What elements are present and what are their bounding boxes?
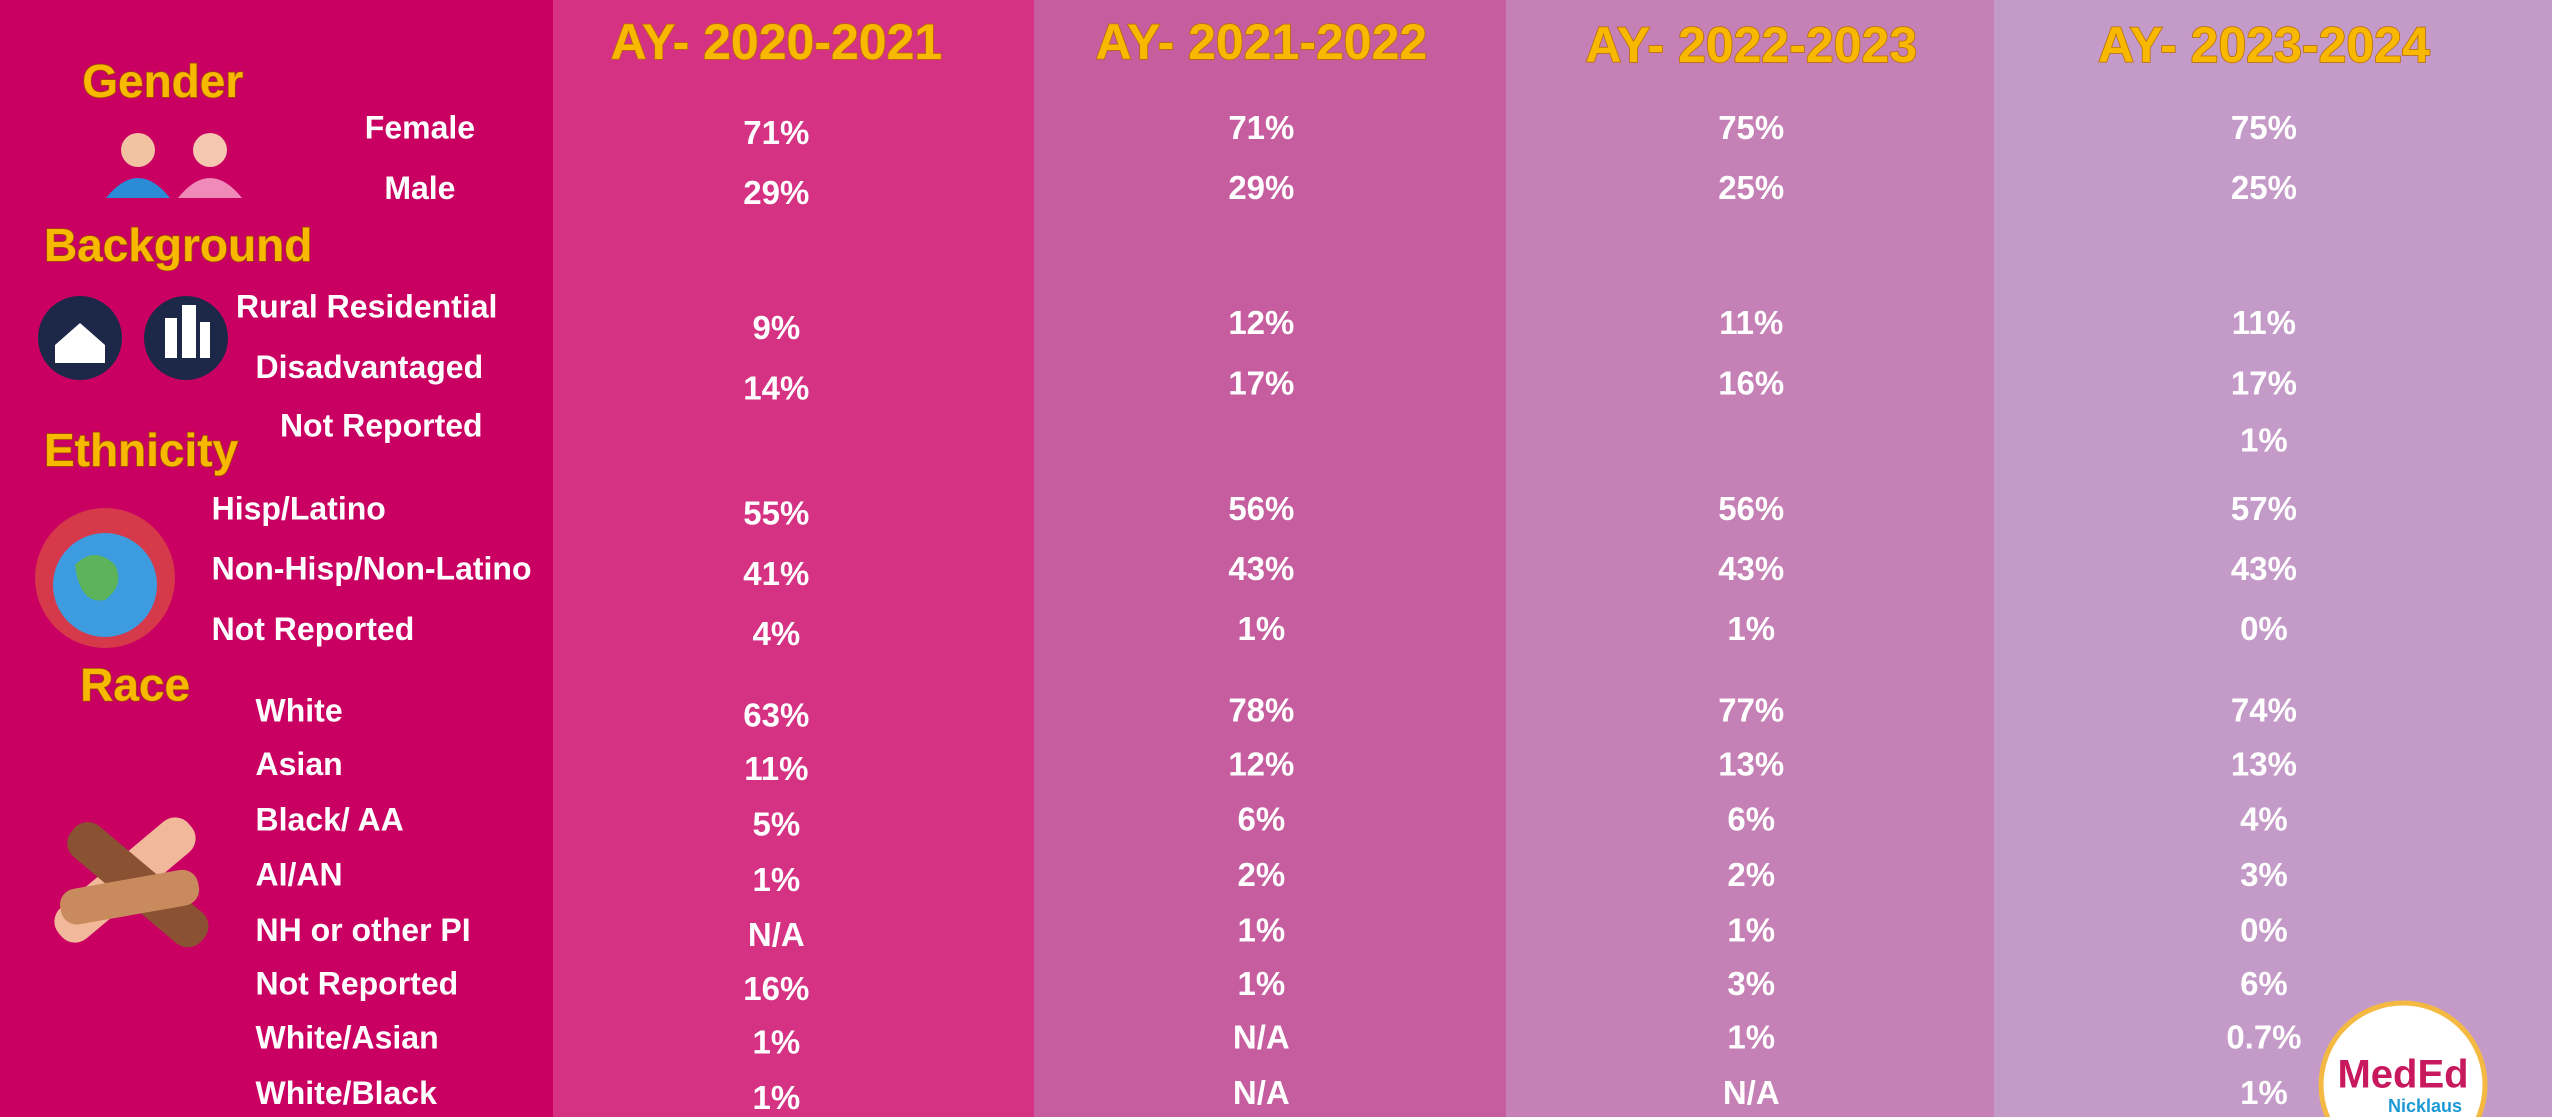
section-title: Ethnicity [44, 424, 239, 476]
ethnicity-icon [35, 508, 175, 648]
cell-value: 77% [1718, 692, 1784, 729]
cell-value: 4% [752, 615, 800, 652]
row-label: Hisp/Latino [212, 491, 386, 527]
cell-value: 16% [743, 970, 809, 1007]
cell-value: 75% [2231, 109, 2297, 146]
row-label: White/Asian [256, 1019, 439, 1055]
row-label: Not Reported [280, 407, 483, 443]
section-title: Background [44, 219, 312, 271]
row-label: Female [365, 110, 475, 146]
cell-value: 2% [1727, 856, 1775, 893]
cell-value: 63% [743, 696, 809, 733]
cell-value: 71% [743, 114, 809, 151]
cell-value: 55% [743, 495, 809, 532]
row-label: Not Reported [256, 966, 459, 1002]
cell-value: 1% [752, 1024, 800, 1061]
cell-value: 16% [1718, 364, 1784, 401]
column-header: AY- 2022-2023 [1585, 17, 1917, 73]
cell-value: 11% [2232, 304, 2296, 341]
cell-value: 14% [743, 369, 809, 406]
cell-value: 74% [2231, 692, 2297, 729]
cell-value: N/A [1723, 1074, 1780, 1111]
cell-value: 1% [1727, 1019, 1775, 1056]
cell-value: 29% [1228, 169, 1294, 206]
cell-value: 11% [744, 750, 808, 787]
cell-value: 3% [1727, 965, 1775, 1002]
cell-value: 43% [1718, 550, 1784, 587]
cell-value: 9% [752, 309, 800, 346]
row-label: Black/ AA [256, 801, 404, 837]
cell-value: 56% [1228, 490, 1294, 527]
row-label: Male [384, 170, 455, 206]
section-title: Gender [82, 55, 243, 107]
cell-value: 1% [1238, 911, 1286, 948]
column-header: AY- 2023-2024 [2098, 17, 2430, 73]
cell-value: 43% [2231, 550, 2297, 587]
cell-value: 17% [2231, 364, 2297, 401]
logo-title: MedEd [2337, 1053, 2468, 1097]
cell-value: 17% [1228, 364, 1294, 401]
section-title: Race [80, 659, 190, 711]
cell-value: 1% [1727, 911, 1775, 948]
cell-value: 1% [2240, 421, 2288, 458]
cell-value: 2% [1238, 856, 1286, 893]
cell-value: 4% [2240, 801, 2288, 838]
cell-value: 29% [743, 174, 809, 211]
row-label: NH or other PI [256, 912, 471, 948]
cell-value: N/A [1233, 1074, 1290, 1111]
cell-value: 57% [2231, 490, 2297, 527]
cell-value: 56% [1718, 490, 1784, 527]
page: MedEd Nicklaus AY- 2020-2021 AY- 2021-202… [0, 0, 2552, 1117]
cell-value: N/A [748, 916, 805, 953]
cell-value: 41% [743, 555, 809, 592]
row-label: Not Reported [212, 611, 415, 647]
cell-value: 1% [1727, 610, 1775, 647]
row-label: Disadvantaged [256, 349, 484, 385]
row-label: AI/AN [256, 857, 343, 893]
row-label: Rural Residential [236, 289, 497, 325]
cell-value: 75% [1718, 109, 1784, 146]
cell-value: 3% [2240, 856, 2288, 893]
cell-value: 71% [1228, 109, 1294, 146]
row-label: White/Black [256, 1075, 438, 1111]
cell-value: 6% [1238, 801, 1286, 838]
cell-value: 5% [752, 806, 800, 843]
cell-value: 13% [2231, 745, 2297, 782]
cell-value: 1% [1238, 610, 1286, 647]
cell-value: 1% [1238, 965, 1286, 1002]
cell-value: 6% [1727, 801, 1775, 838]
cell-value: 0% [2240, 610, 2288, 647]
cell-value: 13% [1718, 745, 1784, 782]
row-label: Non-Hisp/Non-Latino [212, 551, 532, 587]
logo-subtitle: Nicklaus [2388, 1096, 2462, 1116]
slide: MedEd Nicklaus AY- 2020-2021 AY- 2021-202… [0, 0, 2552, 1117]
cell-value: N/A [1233, 1019, 1290, 1056]
cell-value: 0.7% [2226, 1019, 2301, 1056]
cell-value: 11% [1719, 304, 1783, 341]
row-label: White [256, 692, 343, 728]
cell-value: 6% [2240, 965, 2288, 1002]
column-header: AY- 2020-2021 [610, 14, 942, 70]
row-label: Asian [256, 746, 343, 782]
cell-value: 1% [752, 861, 800, 898]
column-header: AY- 2021-2022 [1095, 14, 1427, 70]
cell-value: 25% [1718, 169, 1784, 206]
cell-value: 12% [1228, 745, 1294, 782]
cell-value: 43% [1228, 550, 1294, 587]
cell-value: 12% [1228, 304, 1294, 341]
cell-value: 25% [2231, 169, 2297, 206]
cell-value: 1% [752, 1079, 800, 1116]
cell-value: 78% [1228, 692, 1294, 729]
cell-value: 0% [2240, 911, 2288, 948]
cell-value: 1% [2240, 1074, 2288, 1111]
